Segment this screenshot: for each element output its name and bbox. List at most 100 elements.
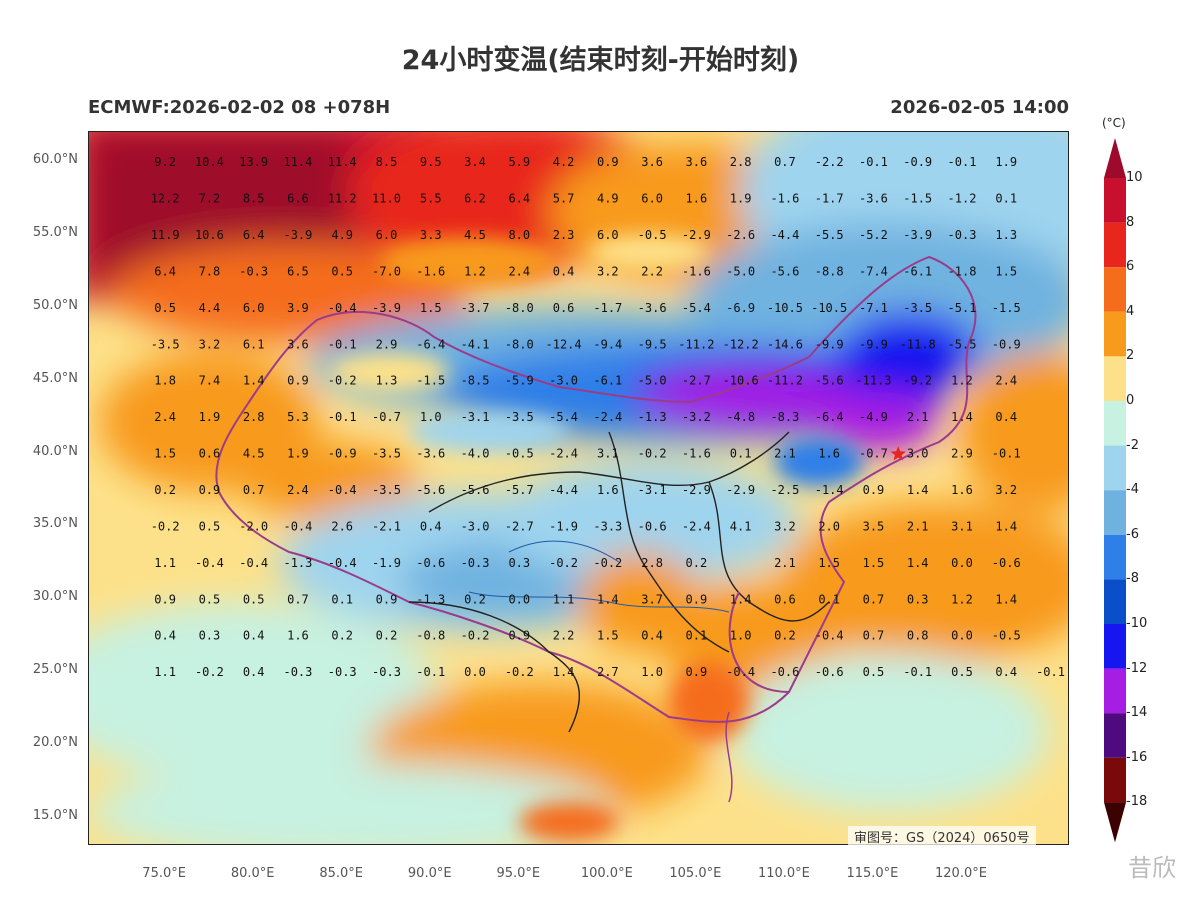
grid-value: 7.8 [199, 264, 221, 278]
grid-value: 0.4 [154, 629, 176, 643]
grid-value: -11.3 [855, 374, 891, 388]
grid-value: 2.4 [287, 483, 309, 497]
grid-value: -2.4 [549, 447, 578, 461]
grid-value: 0.0 [951, 556, 973, 570]
grid-value: -3.9 [283, 228, 312, 242]
lat-tick-label: 20.0°N [32, 735, 78, 750]
grid-value: -1.6 [682, 264, 711, 278]
grid-value: 12.2 [151, 192, 180, 206]
grid-value: -0.9 [903, 155, 932, 169]
grid-value: -8.0 [505, 337, 534, 351]
grid-value: -0.4 [328, 483, 357, 497]
grid-value: -2.7 [505, 519, 534, 533]
grid-value: 0.9 [376, 592, 398, 606]
grid-value: -2.5 [770, 483, 799, 497]
grid-value: 4.5 [464, 228, 486, 242]
grid-value: 0.1 [818, 592, 840, 606]
grid-value: -0.7 [372, 410, 401, 424]
grid-value: 1.3 [995, 228, 1017, 242]
grid-value: 6.5 [287, 264, 309, 278]
grid-value: 0.5 [863, 665, 885, 679]
grid-value: 3.2 [597, 264, 619, 278]
grid-value: 6.4 [154, 264, 176, 278]
grid-value: 1.2 [464, 264, 486, 278]
grid-value: 0.0 [508, 592, 530, 606]
grid-value: 11.4 [283, 155, 312, 169]
colorbar-segment [1104, 311, 1126, 357]
grid-value: -3.5 [903, 301, 932, 315]
grid-value: 3.6 [686, 155, 708, 169]
grid-value: 2.2 [553, 629, 575, 643]
temperature-change-map[interactable]: 9.2 10.4 13.9 11.4 11.4 8.5 9.5 3.4 5.9 4.2 0.9 3.6… [88, 131, 1069, 845]
grid-value: 1.6 [686, 192, 708, 206]
colorbar-level-label: 10 [1126, 170, 1143, 185]
grid-value: 6.6 [287, 192, 309, 206]
grid-value: 4.2 [553, 155, 575, 169]
grid-value: 6.4 [243, 228, 265, 242]
grid-value: 6.0 [243, 301, 265, 315]
grid-value: -1.3 [638, 410, 667, 424]
grid-value: 0.9 [154, 592, 176, 606]
country-borders [215, 255, 977, 803]
grid-value: 3.6 [641, 155, 663, 169]
grid-value: -0.2 [195, 665, 224, 679]
grid-value: 0.7 [774, 155, 796, 169]
colorbar-bottom-arrow [1104, 802, 1126, 843]
colorbar-level-label: -18 [1126, 794, 1148, 810]
grid-value: -3.1 [638, 483, 667, 497]
colorbar-top-arrow [1104, 138, 1126, 178]
grid-value: -0.6 [770, 665, 799, 679]
grid-value: 4.9 [597, 192, 619, 206]
colorbar-level-label: 4 [1126, 303, 1135, 319]
lon-tick-label: 110.0°E [757, 866, 810, 881]
grid-value: 0.7 [863, 629, 885, 643]
grid-value: 0.0 [464, 665, 486, 679]
grid-value: 1.2 [951, 592, 973, 606]
lat-tick-label: 25.0°N [32, 662, 78, 678]
grid-value: -5.6 [770, 264, 799, 278]
grid-value: -2.9 [682, 483, 711, 497]
city-marker [890, 446, 906, 461]
grid-value: 7.4 [199, 374, 221, 388]
colorbar-segment [1104, 267, 1126, 312]
grid-value: 3.9 [287, 301, 309, 315]
valid-time-label: 2026-02-05 14:00 [890, 97, 1069, 118]
grid-value: 1.4 [597, 592, 619, 606]
grid-value: -7.1 [859, 301, 888, 315]
grid-value: 4.5 [243, 447, 265, 461]
lon-tick-label: 80.0°E [230, 866, 275, 881]
grid-value: -4.4 [549, 483, 578, 497]
grid-value: -0.2 [549, 556, 578, 570]
grid-value: 0.9 [863, 483, 885, 497]
grid-value: -3.5 [505, 410, 534, 424]
grid-value: 0.2 [686, 556, 708, 570]
grid-value: 0.6 [553, 301, 575, 315]
grid-value: -8.8 [815, 264, 844, 278]
grid-value: 1.4 [553, 665, 575, 679]
grid-value: -1.6 [416, 264, 445, 278]
grid-value: -10.5 [767, 301, 803, 315]
grid-value: 1.4 [995, 592, 1017, 606]
grid-value: -0.1 [328, 410, 357, 424]
grid-value: -0.1 [992, 447, 1021, 461]
field-detail [329, 234, 864, 842]
grid-value: 0.5 [199, 592, 221, 606]
grid-value: 1.5 [995, 264, 1017, 278]
grid-value: 5.3 [287, 410, 309, 424]
grid-value: 0.2 [331, 629, 353, 643]
grid-value: 6.4 [508, 192, 530, 206]
grid-value: -0.2 [151, 519, 180, 533]
chart-title: 24小时变温(结束时刻-开始时刻) [401, 45, 800, 76]
grid-value: -4.8 [726, 410, 755, 424]
grid-value: -9.9 [815, 337, 844, 351]
grid-value: 11.4 [328, 155, 357, 169]
grid-value-layer: 9.2 10.4 13.9 11.4 11.4 8.5 9.5 3.4 5.9 4.2 0.9 3.6… [151, 155, 1065, 679]
grid-value: 1.4 [907, 556, 929, 570]
grid-value: 2.0 [818, 519, 840, 533]
grid-value: -8.0 [505, 301, 534, 315]
grid-value: 0.0 [951, 629, 973, 643]
grid-value: -3.1 [461, 410, 490, 424]
grid-value: 0.1 [331, 592, 353, 606]
grid-value: 6.2 [464, 192, 486, 206]
lon-tick-label: 100.0°E [580, 866, 633, 881]
